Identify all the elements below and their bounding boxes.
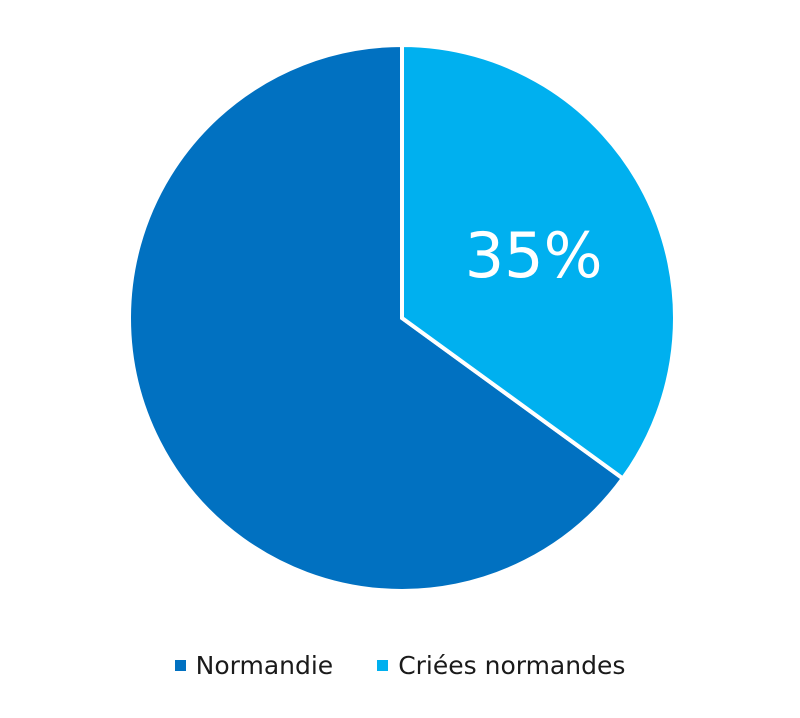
pie-slice-criees-normandes	[400, 42, 677, 482]
legend: Normandie Criées normandes	[0, 645, 800, 685]
legend-swatch-criees-normandes	[377, 659, 389, 671]
legend-swatch-normandie	[174, 659, 186, 671]
pie-slice-normandie	[127, 42, 626, 593]
data-label-criees-normandes: 35%	[465, 219, 603, 292]
legend-item-normandie: Normandie	[174, 650, 334, 680]
legend-label-normandie: Normandie	[195, 650, 334, 680]
legend-item-criees-normandes: Criées normandes	[377, 651, 625, 680]
legend-label-criees-normandes: Criées normandes	[398, 650, 626, 680]
